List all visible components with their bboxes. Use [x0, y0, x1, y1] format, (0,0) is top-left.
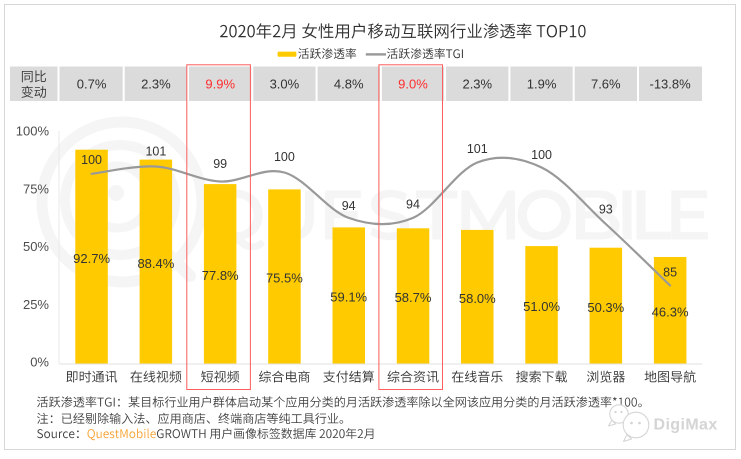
svg-text:94: 94 — [406, 198, 420, 212]
svg-text:3.0%: 3.0% — [270, 76, 300, 91]
svg-text:94: 94 — [342, 199, 356, 213]
svg-text:51.0%: 51.0% — [523, 299, 560, 314]
svg-text:25%: 25% — [23, 297, 49, 312]
svg-text:99: 99 — [213, 157, 227, 171]
svg-text:75.5%: 75.5% — [266, 271, 303, 286]
svg-text:-13.8%: -13.8% — [649, 76, 691, 91]
svg-text:1.9%: 1.9% — [527, 76, 557, 91]
svg-text:85: 85 — [663, 266, 677, 280]
svg-text:77.8%: 77.8% — [202, 268, 239, 283]
svg-text:2.3%: 2.3% — [462, 76, 492, 91]
svg-text:92.7%: 92.7% — [73, 251, 110, 266]
svg-text:2.3%: 2.3% — [141, 76, 171, 91]
svg-text:59.1%: 59.1% — [330, 290, 367, 305]
svg-text:0.7%: 0.7% — [77, 76, 107, 91]
svg-text:100: 100 — [274, 150, 295, 164]
svg-text:101: 101 — [145, 145, 166, 159]
svg-text:58.7%: 58.7% — [395, 290, 432, 305]
svg-text:50%: 50% — [23, 239, 49, 254]
svg-text:100: 100 — [531, 148, 552, 162]
svg-text:88.4%: 88.4% — [137, 256, 174, 271]
svg-text:9.9%: 9.9% — [205, 76, 235, 91]
svg-text:50.3%: 50.3% — [587, 300, 624, 315]
svg-text:58.0%: 58.0% — [459, 291, 496, 306]
svg-text:101: 101 — [467, 142, 488, 156]
svg-text:100%: 100% — [16, 124, 50, 139]
svg-text:0%: 0% — [30, 355, 49, 370]
svg-text:7.6%: 7.6% — [591, 76, 621, 91]
svg-text:100: 100 — [81, 153, 102, 167]
svg-text:4.8%: 4.8% — [334, 76, 364, 91]
svg-text:46.3%: 46.3% — [652, 305, 689, 320]
svg-text:75%: 75% — [23, 181, 49, 196]
svg-text:9.0%: 9.0% — [398, 76, 428, 91]
svg-text:93: 93 — [599, 203, 613, 217]
svg-text:DigiMax: DigiMax — [654, 417, 718, 434]
